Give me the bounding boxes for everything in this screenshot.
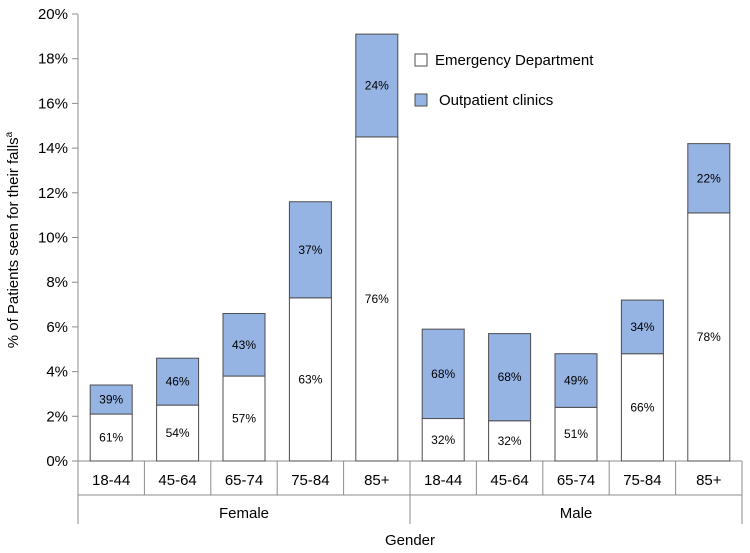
bar-outpatient-clinics [222,312,266,377]
x-category-label: 85+ [696,472,722,489]
data-label-outpatient-clinics: 68% [498,370,522,384]
x-group-label: Female [219,505,269,522]
bar-emergency-department [620,353,664,462]
y-tick-label: 2% [46,408,68,425]
data-label-emergency-department: 57% [232,412,256,426]
bar-outpatient-clinics [554,353,598,408]
legend-swatch [414,53,428,67]
y-tick-label: 10% [38,230,68,247]
data-label-emergency-department: 32% [498,434,522,448]
x-category-label: 45-64 [490,472,528,489]
x-category-label: 75-84 [623,472,661,489]
bar-emergency-department [288,297,332,462]
bar-emergency-department [687,212,731,462]
data-label-emergency-department: 63% [298,372,322,386]
bar-outpatient-clinics [355,33,399,138]
y-tick-label: 14% [38,140,68,157]
x-category-label: 75-84 [291,472,329,489]
bar-outpatient-clinics [620,299,664,355]
bar-emergency-department [488,420,532,462]
legend-swatch [414,93,428,107]
data-label-emergency-department: 54% [166,426,190,440]
data-label-emergency-department: 32% [431,433,455,447]
legend-label: Emergency Department [435,52,594,69]
bar-emergency-department [222,375,266,462]
x-group-label: Male [560,505,593,522]
data-label-outpatient-clinics: 46% [166,375,190,389]
x-category-label: 65-74 [557,472,595,489]
x-category-label: 85+ [364,472,390,489]
bar-outpatient-clinics [156,357,200,406]
y-tick-label: 12% [38,185,68,202]
bar-emergency-department [421,418,465,462]
y-tick-label: 8% [46,274,68,291]
x-category-label: 65-74 [225,472,263,489]
legend-label: Outpatient clinics [439,92,553,109]
x-category-label: 45-64 [158,472,196,489]
y-tick-label: 16% [38,95,68,112]
bar-emergency-department [156,404,200,462]
bars: 61% 39% 54% 46% 57% 43% 63% 37% 76% 24% 32% 68% 32% 6… [89,33,731,462]
data-label-outpatient-clinics: 49% [564,374,588,388]
y-tick-label: 18% [38,51,68,68]
data-label-outpatient-clinics: 37% [298,243,322,257]
bar-outpatient-clinics [687,143,731,214]
data-label-emergency-department: 61% [99,431,123,445]
bar-emergency-department [554,406,598,462]
y-tick-label: 0% [46,453,68,470]
data-label-outpatient-clinics: 68% [431,367,455,381]
legend: Emergency Department Outpatient clinics [414,52,594,109]
bar-outpatient-clinics [89,384,133,415]
data-label-emergency-department: 76% [365,292,389,306]
data-label-emergency-department: 66% [630,400,654,414]
data-label-outpatient-clinics: 24% [365,79,389,93]
y-tick-label: 6% [46,319,68,336]
x-axis-title: Gender [385,532,435,549]
data-label-outpatient-clinics: 22% [697,171,721,185]
y-axis-title: % of Patients seen for their fallsa [4,131,22,348]
bar-outpatient-clinics [288,201,332,299]
x-category-label: 18-44 [92,472,130,489]
x-axis: 18-44 45-64 65-74 75-84 85+ 18-44 45-64 65-74 75… [77,460,743,524]
bar-outpatient-clinics [421,328,465,420]
data-label-outpatient-clinics: 39% [99,393,123,407]
y-tick-label: 20% [38,6,68,23]
y-axis: 0% 2% 4% 6% 8% 10% 12% 14% 16% 18% 20% [38,6,79,470]
data-label-outpatient-clinics: 34% [630,320,654,334]
data-label-emergency-department: 51% [564,427,588,441]
y-tick-label: 4% [46,364,68,381]
bar-outpatient-clinics [488,333,532,422]
x-category-label: 18-44 [424,472,462,489]
bar-emergency-department [355,136,399,462]
data-label-outpatient-clinics: 43% [232,338,256,352]
data-label-emergency-department: 78% [697,330,721,344]
